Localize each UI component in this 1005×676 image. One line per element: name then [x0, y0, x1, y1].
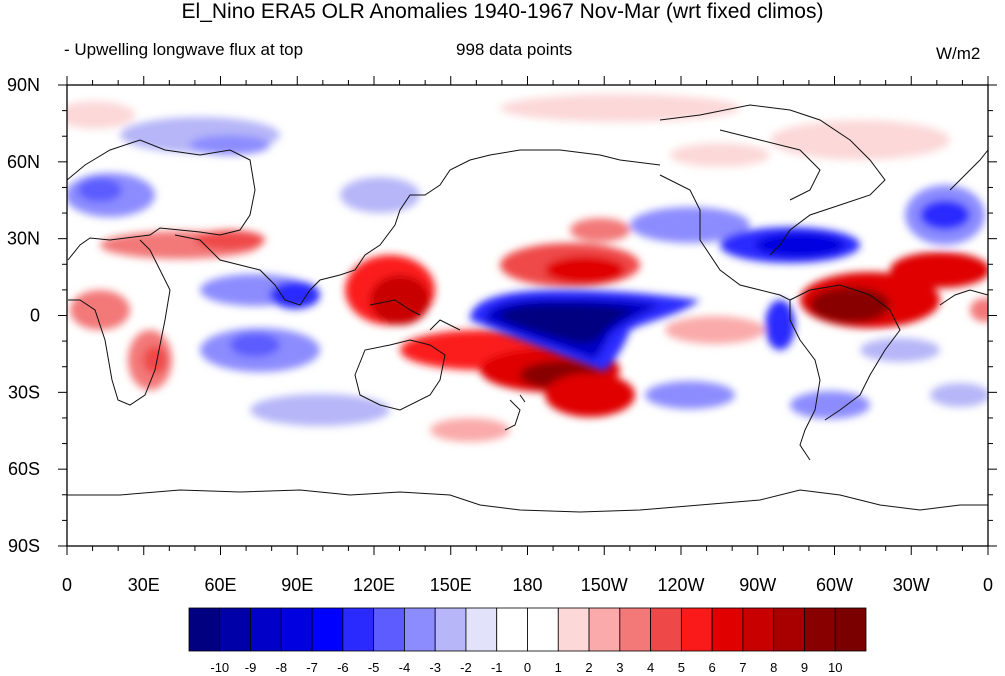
colorbar-label: -8	[276, 660, 288, 675]
coastlines	[67, 104, 988, 513]
lon-label: 120E	[353, 575, 395, 595]
colorbar-label: 8	[770, 660, 777, 675]
colorbar-labels: -10 -9 -8 -7 -6 -5 -4 -3 -2 -1 0 1 2 3 4 5 6 7 8 9 10	[210, 660, 842, 675]
colorbar-label: -3	[429, 660, 441, 675]
longitude-axis-labels: 0 30E 60E 90E 120E 150E 180 150W 120W 90W 60W 30W 0	[62, 575, 993, 595]
lat-label: 60S	[8, 459, 40, 479]
lon-label: 120W	[657, 575, 704, 595]
colorbar-swatch	[527, 607, 559, 652]
colorbar-swatch	[342, 607, 375, 652]
lon-label: 150W	[581, 575, 628, 595]
lat-label: 30S	[8, 382, 40, 402]
lon-label: 30W	[893, 575, 930, 595]
colorbar-swatch	[404, 607, 436, 652]
lat-label: 90N	[7, 75, 40, 95]
colorbar-swatch	[557, 607, 590, 652]
colorbar-label: -10	[210, 660, 229, 675]
colorbar-swatch	[711, 607, 744, 652]
colorbar	[188, 607, 867, 652]
colorbar-swatch	[188, 607, 221, 652]
colorbar-swatch	[311, 607, 344, 652]
colorbar-swatch	[773, 607, 805, 652]
lon-label: 30E	[128, 575, 160, 595]
units-label: W/m2	[936, 44, 981, 63]
anomaly-field	[67, 85, 988, 546]
colorbar-swatch	[680, 607, 713, 652]
lon-label: 150E	[430, 575, 472, 595]
colorbar-swatch	[250, 607, 282, 652]
colorbar-swatch	[465, 607, 498, 652]
lon-label: 60E	[204, 575, 236, 595]
colorbar-label: 0	[524, 660, 531, 675]
colorbar-label: -9	[245, 660, 257, 675]
lon-label: 0	[983, 575, 993, 595]
colorbar-swatch	[619, 607, 651, 652]
colorbar-label: -5	[368, 660, 380, 675]
axis-ticks	[58, 76, 997, 555]
colorbar-label: -4	[399, 660, 411, 675]
colorbar-label: 10	[828, 660, 842, 675]
lon-label: 90E	[281, 575, 313, 595]
colorbar-label: 1	[555, 660, 562, 675]
colorbar-label: 4	[647, 660, 654, 675]
colorbar-label: 5	[678, 660, 685, 675]
lat-label: 0	[30, 306, 40, 326]
colorbar-label: -6	[337, 660, 349, 675]
colorbar-swatch	[434, 607, 467, 652]
lat-label: 90S	[8, 536, 40, 556]
colorbar-swatch	[280, 607, 313, 652]
colorbar-swatch	[804, 607, 836, 652]
lon-label: 60W	[816, 575, 853, 595]
lat-label: 30N	[7, 229, 40, 249]
colorbar-label: 3	[616, 660, 623, 675]
colorbar-swatch	[496, 607, 528, 652]
lat-label: 60N	[7, 152, 40, 172]
lon-label: 90W	[739, 575, 776, 595]
colorbar-swatch	[373, 607, 405, 652]
data-point-count: 998 data points	[456, 40, 573, 59]
plot-title: El_Nino ERA5 OLR Anomalies 1940-1967 Nov…	[181, 0, 824, 23]
colorbar-label: 6	[709, 660, 716, 675]
colorbar-label: -1	[491, 660, 503, 675]
lon-label: 0	[62, 575, 72, 595]
colorbar-label: -7	[306, 660, 318, 675]
colorbar-swatch	[834, 607, 867, 652]
latitude-axis-labels: 90N 60N 30N 0 30S 60S 90S	[7, 75, 40, 556]
colorbar-swatch	[588, 607, 621, 652]
colorbar-swatch	[219, 607, 251, 652]
colorbar-label: -2	[460, 660, 472, 675]
variable-description: - Upwelling longwave flux at top	[64, 40, 304, 59]
colorbar-swatch	[742, 607, 775, 652]
colorbar-label: 7	[739, 660, 746, 675]
colorbar-label: 2	[585, 660, 592, 675]
colorbar-label: 9	[801, 660, 808, 675]
lon-label: 180	[512, 575, 542, 595]
colorbar-swatch	[650, 607, 682, 652]
